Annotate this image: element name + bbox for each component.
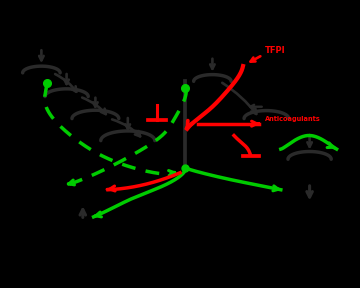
FancyArrowPatch shape <box>82 98 106 114</box>
FancyArrowPatch shape <box>222 83 256 114</box>
Text: TFPI: TFPI <box>265 46 285 54</box>
Text: Anticoagulants: Anticoagulants <box>265 116 320 122</box>
FancyArrowPatch shape <box>112 120 140 137</box>
FancyArrowPatch shape <box>55 74 76 92</box>
